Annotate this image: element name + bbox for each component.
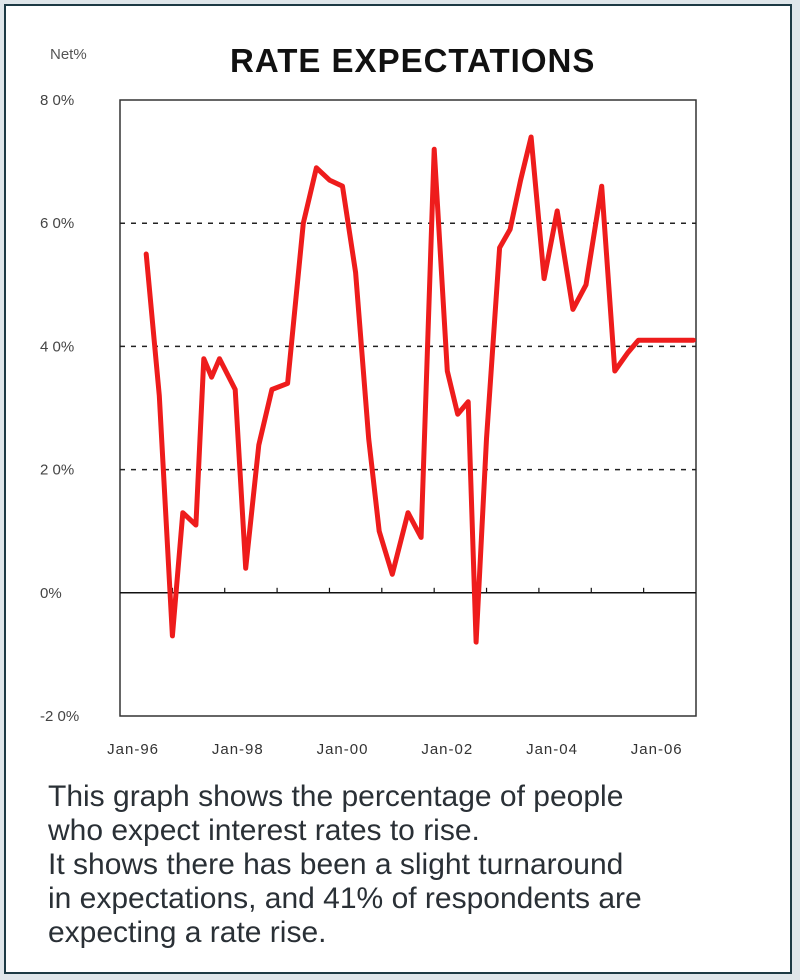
chart-frame: Net% RATE EXPECTATIONS 8 0% 6 0% 4 0% 2 0% 0…	[4, 4, 792, 974]
chart-panel: Net% RATE EXPECTATIONS 8 0% 6 0% 4 0% 2 0% 0…	[20, 18, 790, 778]
y-tick-label: 4 0%	[40, 338, 74, 355]
caption-line-2: who expect interest rates to rise.	[48, 814, 480, 847]
unit-label: Net%	[50, 46, 87, 63]
x-tick-label: Jan-04	[526, 741, 578, 758]
caption-line-4: in expectations, and 41% of respondents …	[48, 882, 642, 915]
y-tick-label: 0%	[40, 585, 62, 602]
caption-line-5: expecting a rate rise.	[48, 916, 327, 949]
x-tick-label: Jan-06	[631, 741, 683, 758]
x-tick-label: Jan-98	[212, 741, 264, 758]
caption-line-3: It shows there has been a slight turnaro…	[48, 848, 624, 881]
y-tick-label: 8 0%	[40, 92, 74, 109]
chart-title: RATE EXPECTATIONS	[230, 42, 596, 79]
plot-area	[119, 99, 697, 717]
x-tick-label: Jan-02	[421, 741, 473, 758]
x-tick-label: Jan-00	[317, 741, 369, 758]
caption-line-1: This graph shows the percentage of peopl…	[48, 780, 624, 813]
y-tick-label: 2 0%	[40, 462, 74, 479]
y-tick-label: -2 0%	[40, 708, 79, 725]
series-line	[143, 134, 696, 645]
chart-caption: This graph shows the percentage of peopl…	[48, 780, 778, 950]
x-tick-label: Jan-96	[107, 741, 159, 758]
line-chart: 8 0% 6 0% 4 0% 2 0% 0% -2 0% Jan-96 Jan-98 Jan-0…	[40, 92, 697, 758]
y-tick-label: 6 0%	[40, 215, 74, 232]
